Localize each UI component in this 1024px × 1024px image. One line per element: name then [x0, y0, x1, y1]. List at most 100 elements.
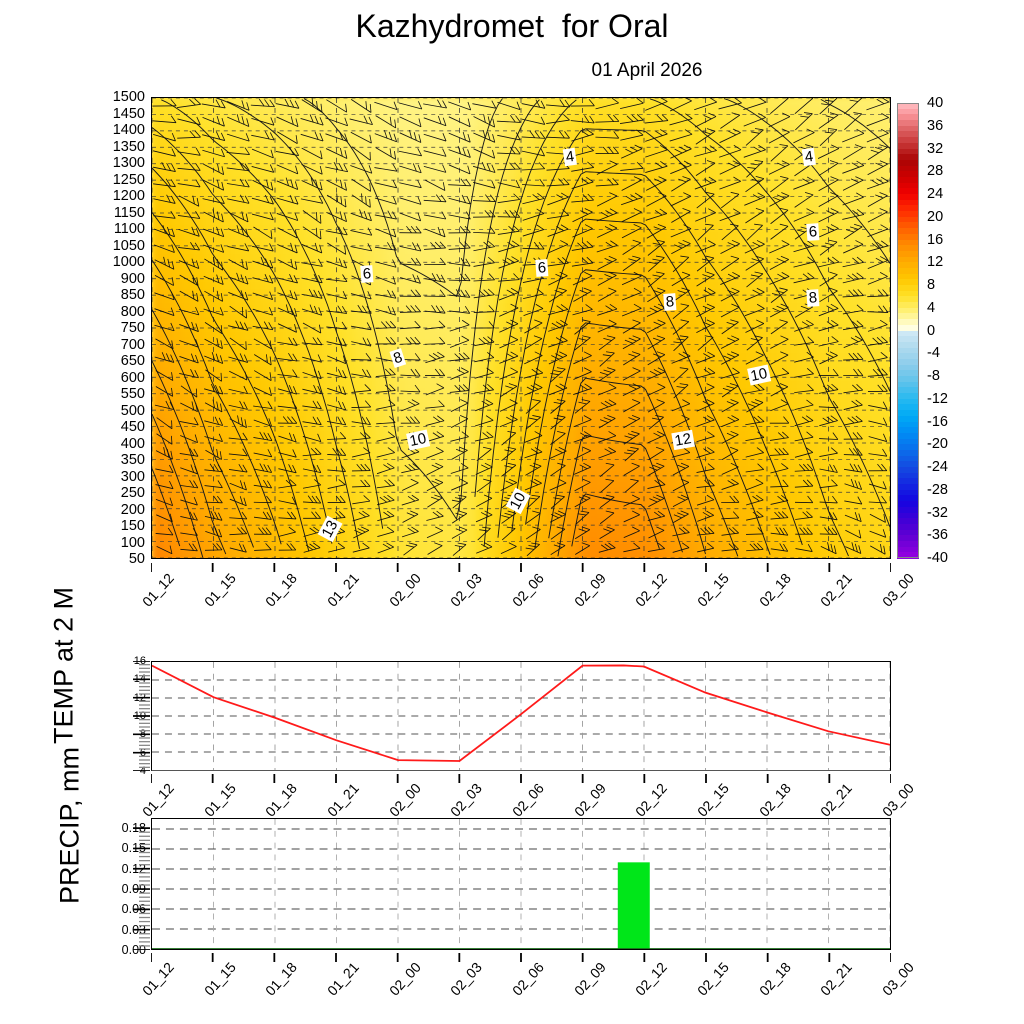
- field-cell: [182, 140, 195, 149]
- field-cell: [778, 119, 791, 128]
- field-cell: [172, 126, 185, 135]
- field-cell: [384, 105, 397, 114]
- field-cell: [394, 154, 407, 163]
- field-cell: [313, 119, 326, 128]
- field-cell: [718, 126, 731, 135]
- field-cell: [304, 558, 316, 559]
- field-cell: [344, 147, 357, 156]
- field-cell: [374, 112, 387, 121]
- field-cell: [788, 98, 801, 107]
- field-cell: [617, 140, 629, 149]
- field-cell: [566, 126, 579, 135]
- field-cell: [738, 112, 751, 121]
- field-cell: [333, 147, 346, 156]
- field-cell: [465, 558, 477, 559]
- field-cell: [313, 147, 326, 156]
- field-cell: [657, 98, 670, 107]
- field-cell: [819, 133, 832, 142]
- field-cell: [222, 105, 235, 114]
- field-cell: [890, 232, 891, 240]
- field-cell: [445, 112, 458, 121]
- field-cell: [283, 126, 296, 135]
- field-cell: [708, 140, 720, 149]
- field-cell: [627, 98, 640, 107]
- field-cell: [455, 112, 468, 121]
- field-cell: [728, 154, 741, 163]
- field-cell: [890, 452, 891, 460]
- field-cell: [263, 126, 276, 135]
- field-cell: [172, 112, 185, 121]
- field-cell: [323, 133, 336, 142]
- wind-barb: [595, 98, 619, 110]
- field-cell: [394, 133, 407, 142]
- field-cell: [890, 310, 891, 318]
- field-cell: [738, 140, 751, 149]
- field-cell: [768, 133, 781, 142]
- field-cell: [708, 558, 720, 559]
- field-cell: [768, 119, 781, 128]
- contour-y-tick-500: 500: [120, 402, 145, 419]
- field-cell: [222, 126, 235, 135]
- field-cell: [687, 112, 700, 121]
- field-cell: [172, 558, 184, 559]
- field-cell: [799, 140, 811, 149]
- wind-barb: [645, 98, 668, 111]
- field-cell: [414, 154, 427, 163]
- field-cell: [526, 558, 538, 559]
- field-cell: [778, 98, 791, 107]
- field-cell: [748, 140, 761, 149]
- field-cell: [515, 147, 528, 156]
- field-cell: [697, 119, 710, 128]
- field-cell: [879, 112, 890, 121]
- field-cell: [475, 98, 488, 107]
- field-cell: [859, 98, 872, 107]
- field-cell: [162, 558, 174, 559]
- field-cell: [627, 147, 640, 156]
- field-cell: [768, 98, 781, 107]
- field-cell: [152, 154, 164, 163]
- field-cell: [475, 133, 488, 142]
- field-cell: [394, 126, 407, 135]
- field-cell: [890, 473, 891, 481]
- wind-barb: [152, 99, 177, 107]
- field-cell: [890, 324, 891, 332]
- field-cell: [879, 147, 890, 156]
- field-cell: [222, 154, 235, 163]
- field-cell: [273, 98, 286, 107]
- field-cell: [253, 105, 266, 114]
- field-cell: [809, 105, 822, 114]
- field-cell: [424, 133, 437, 142]
- field-cell: [890, 381, 891, 389]
- field-cell: [677, 140, 690, 149]
- field-cell: [384, 119, 397, 128]
- field-cell: [829, 558, 841, 559]
- field-cell: [890, 211, 891, 219]
- field-cell: [273, 119, 286, 128]
- field-cell: [576, 112, 589, 121]
- field-cell: [273, 112, 286, 121]
- field-cell: [364, 112, 377, 121]
- field-cell: [212, 147, 225, 156]
- field-cell: [435, 140, 448, 149]
- contour-y-tick-1200: 1200: [112, 188, 145, 204]
- field-cell: [313, 126, 326, 135]
- field-cell: [890, 558, 891, 559]
- field-cell: [424, 112, 437, 121]
- field-cell: [212, 112, 225, 121]
- field-cell: [515, 154, 528, 163]
- field-cell: [495, 126, 508, 135]
- wind-barb: [398, 101, 423, 110]
- field-cell: [687, 140, 700, 149]
- field-cell: [253, 126, 266, 135]
- field-cell: [333, 140, 346, 149]
- field-cell: [253, 140, 266, 149]
- field-cell: [232, 119, 245, 128]
- field-cell: [859, 133, 872, 142]
- field-cell: [890, 98, 891, 106]
- field-cell: [869, 126, 882, 135]
- field-cell: [809, 140, 822, 149]
- field-cell: [728, 105, 741, 114]
- field-cell: [718, 105, 731, 114]
- field-cell: [374, 147, 387, 156]
- field-cell: [546, 119, 559, 128]
